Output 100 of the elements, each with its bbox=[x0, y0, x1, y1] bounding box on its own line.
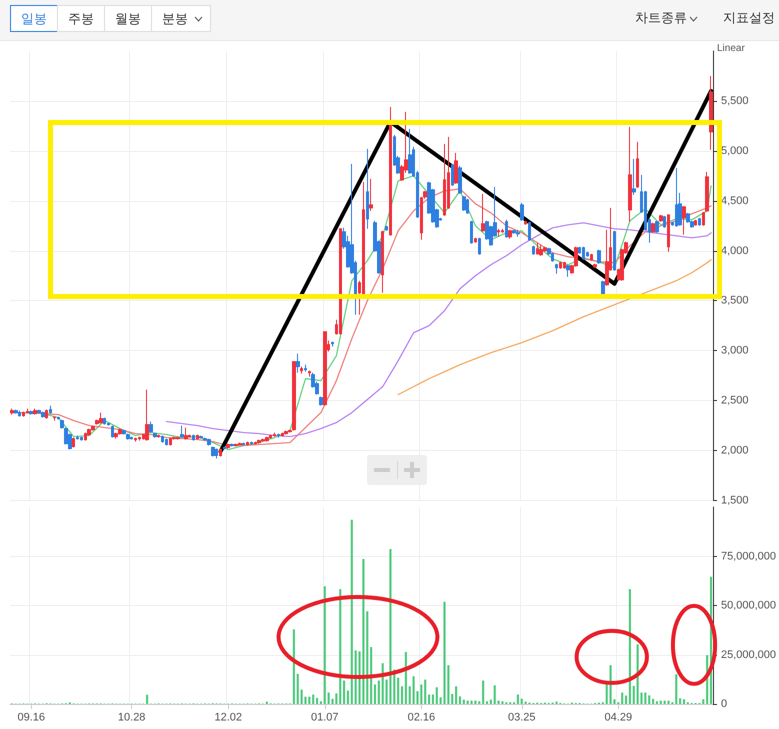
candlestick bbox=[559, 261, 562, 270]
y-tick-label: 50,000,000 bbox=[720, 600, 776, 612]
text: 분봉 bbox=[151, 5, 211, 32]
x-tick-label: 01.07 bbox=[311, 712, 339, 724]
candlestick bbox=[501, 228, 504, 234]
candlestick bbox=[45, 409, 48, 420]
candlestick bbox=[663, 215, 666, 228]
bar bbox=[466, 700, 469, 704]
candlestick bbox=[551, 252, 554, 262]
candlestick bbox=[331, 341, 334, 348]
text: 주봉 bbox=[57, 5, 105, 32]
bar bbox=[312, 694, 314, 704]
candlestick bbox=[555, 263, 558, 274]
candlestick bbox=[26, 408, 29, 414]
candlestick bbox=[72, 437, 75, 448]
candlestick bbox=[292, 361, 296, 432]
candlestick bbox=[694, 219, 697, 226]
candlestick bbox=[524, 220, 527, 226]
candlestick bbox=[702, 211, 705, 226]
candlestick bbox=[33, 408, 37, 416]
candlestick bbox=[675, 167, 678, 228]
bar bbox=[346, 690, 350, 704]
candlestick bbox=[49, 405, 52, 414]
candlestick bbox=[87, 428, 91, 436]
candlestick bbox=[508, 229, 512, 240]
candlestick bbox=[505, 219, 508, 238]
bar bbox=[304, 696, 307, 704]
candlestick bbox=[705, 171, 709, 212]
candlestick bbox=[528, 221, 531, 242]
candlestick bbox=[111, 425, 114, 438]
candlestick bbox=[566, 264, 570, 278]
candlestick bbox=[180, 425, 184, 438]
bar bbox=[443, 602, 446, 704]
candlestick bbox=[138, 436, 141, 442]
bar bbox=[470, 700, 473, 704]
candlestick bbox=[223, 446, 226, 450]
bar bbox=[675, 674, 678, 704]
x-tick-label: 09.16 bbox=[17, 712, 46, 724]
bar bbox=[656, 701, 658, 704]
candlestick bbox=[130, 436, 133, 440]
bar bbox=[501, 701, 504, 704]
candlestick bbox=[265, 436, 269, 442]
candlestick bbox=[497, 228, 500, 238]
candlestick bbox=[41, 411, 45, 418]
candlestick bbox=[269, 434, 272, 440]
bar bbox=[682, 699, 686, 704]
candlestick bbox=[254, 441, 257, 446]
candlestick bbox=[478, 237, 481, 256]
candlestick bbox=[165, 438, 168, 446]
candlestick bbox=[211, 446, 215, 458]
candlestick bbox=[281, 432, 284, 438]
bar bbox=[146, 694, 148, 704]
candlestick bbox=[323, 331, 327, 406]
bar bbox=[482, 680, 484, 704]
candlestick bbox=[651, 222, 655, 234]
candlestick bbox=[192, 434, 195, 442]
candlestick bbox=[37, 409, 41, 414]
candlestick bbox=[99, 412, 103, 424]
candlestick bbox=[203, 437, 207, 442]
bar bbox=[613, 699, 616, 704]
bar bbox=[660, 700, 662, 704]
candlestick bbox=[53, 416, 56, 422]
candlestick bbox=[149, 421, 153, 434]
y-tick-label: 4,500 bbox=[721, 194, 749, 207]
x-tick-label: 12.02 bbox=[214, 712, 242, 724]
candlestick bbox=[246, 441, 249, 446]
candlestick bbox=[319, 396, 323, 406]
candlestick bbox=[381, 230, 384, 294]
candlestick bbox=[230, 443, 234, 448]
candlestick bbox=[261, 438, 265, 442]
y-tick-label: 25,000,000 bbox=[720, 648, 776, 661]
candlestick bbox=[481, 193, 485, 232]
candlestick bbox=[126, 433, 130, 440]
candlestick bbox=[14, 409, 18, 414]
bar bbox=[667, 700, 670, 704]
candlestick bbox=[296, 353, 300, 374]
bar bbox=[621, 692, 624, 704]
bar bbox=[324, 586, 326, 704]
candlestick bbox=[80, 436, 83, 442]
candlestick bbox=[284, 430, 288, 436]
candlestick bbox=[169, 437, 172, 446]
y-tick-label: 2,000 bbox=[721, 444, 749, 457]
candlestick bbox=[366, 148, 369, 230]
y-tick-label: 1,500 bbox=[721, 494, 749, 506]
bar bbox=[640, 692, 643, 704]
bar bbox=[374, 684, 376, 704]
candlestick bbox=[250, 441, 253, 446]
candlestick bbox=[667, 214, 670, 252]
bar bbox=[458, 696, 462, 704]
candlestick bbox=[454, 152, 458, 184]
candlestick bbox=[215, 448, 218, 460]
candlestick bbox=[543, 246, 547, 252]
candlestick bbox=[474, 237, 477, 244]
candlestick bbox=[539, 244, 543, 256]
candlestick bbox=[22, 411, 25, 418]
candlestick bbox=[636, 141, 639, 188]
bar bbox=[455, 686, 458, 704]
candlestick bbox=[512, 229, 516, 234]
candlestick bbox=[655, 220, 659, 234]
bar bbox=[664, 700, 666, 704]
